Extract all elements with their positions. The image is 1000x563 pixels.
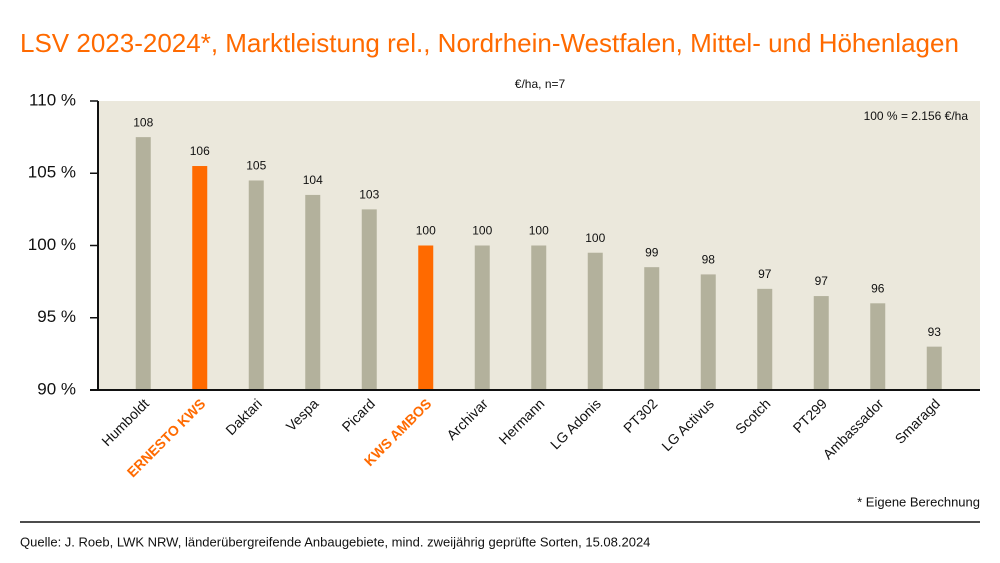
value-label: 103 bbox=[359, 188, 379, 202]
bar bbox=[813, 296, 829, 390]
bar bbox=[587, 252, 603, 390]
x-tick-label: Scotch bbox=[732, 395, 774, 437]
bar bbox=[644, 267, 660, 390]
annotation: 100 % = 2.156 €/ha bbox=[864, 109, 969, 123]
value-label: 100 bbox=[472, 224, 492, 238]
bar bbox=[474, 245, 490, 390]
bar bbox=[418, 245, 434, 390]
bar bbox=[248, 180, 264, 390]
bar bbox=[305, 194, 321, 390]
x-tick-label: Archivar bbox=[443, 395, 491, 443]
x-tick-label: PT299 bbox=[790, 395, 831, 436]
value-label: 100 bbox=[416, 224, 436, 238]
value-label: 100 bbox=[585, 231, 605, 245]
footnote: * Eigene Berechnung bbox=[857, 494, 980, 509]
y-tick-label: 90 % bbox=[37, 379, 76, 398]
source: Quelle: J. Roeb, LWK NRW, länderübergrei… bbox=[20, 534, 650, 549]
y-tick-label: 110 % bbox=[29, 90, 76, 109]
x-tick-label: Vespa bbox=[283, 395, 322, 434]
x-tick-label: Daktari bbox=[222, 395, 265, 438]
y-tick-label: 95 % bbox=[37, 307, 76, 326]
value-label: 105 bbox=[246, 159, 266, 173]
y-tick-label: 100 % bbox=[28, 235, 76, 254]
bar bbox=[531, 245, 547, 390]
value-label: 99 bbox=[645, 245, 659, 259]
value-label: 97 bbox=[815, 274, 829, 288]
chart-title: LSV 2023-2024*, Marktleistung rel., Nord… bbox=[20, 28, 959, 58]
value-label: 93 bbox=[928, 325, 942, 339]
value-label: 97 bbox=[758, 267, 772, 281]
x-tick-label: LG Activus bbox=[658, 395, 717, 454]
value-label: 106 bbox=[190, 144, 210, 158]
bar bbox=[700, 274, 716, 390]
value-label: 98 bbox=[702, 253, 716, 267]
bar bbox=[926, 346, 942, 390]
bar bbox=[192, 166, 208, 390]
bar bbox=[361, 209, 377, 390]
x-tick-label: Smaragd bbox=[892, 395, 943, 446]
x-tick-label: Picard bbox=[339, 395, 378, 434]
x-tick-label: Ambassador bbox=[820, 395, 887, 462]
bar bbox=[757, 288, 773, 390]
x-tick-label: LG Adonis bbox=[547, 395, 604, 452]
bar bbox=[135, 137, 151, 390]
chart-subtitle: €/ha, n=7 bbox=[515, 77, 566, 91]
value-label: 100 bbox=[529, 224, 549, 238]
value-label: 96 bbox=[871, 281, 885, 295]
x-tick-label: Humboldt bbox=[98, 395, 152, 449]
bar bbox=[870, 303, 886, 390]
y-tick-label: 105 % bbox=[28, 163, 76, 182]
x-tick-label: Hermann bbox=[495, 395, 547, 447]
x-tick-label: PT302 bbox=[620, 395, 661, 436]
value-label: 108 bbox=[133, 115, 153, 129]
value-label: 104 bbox=[303, 173, 323, 187]
